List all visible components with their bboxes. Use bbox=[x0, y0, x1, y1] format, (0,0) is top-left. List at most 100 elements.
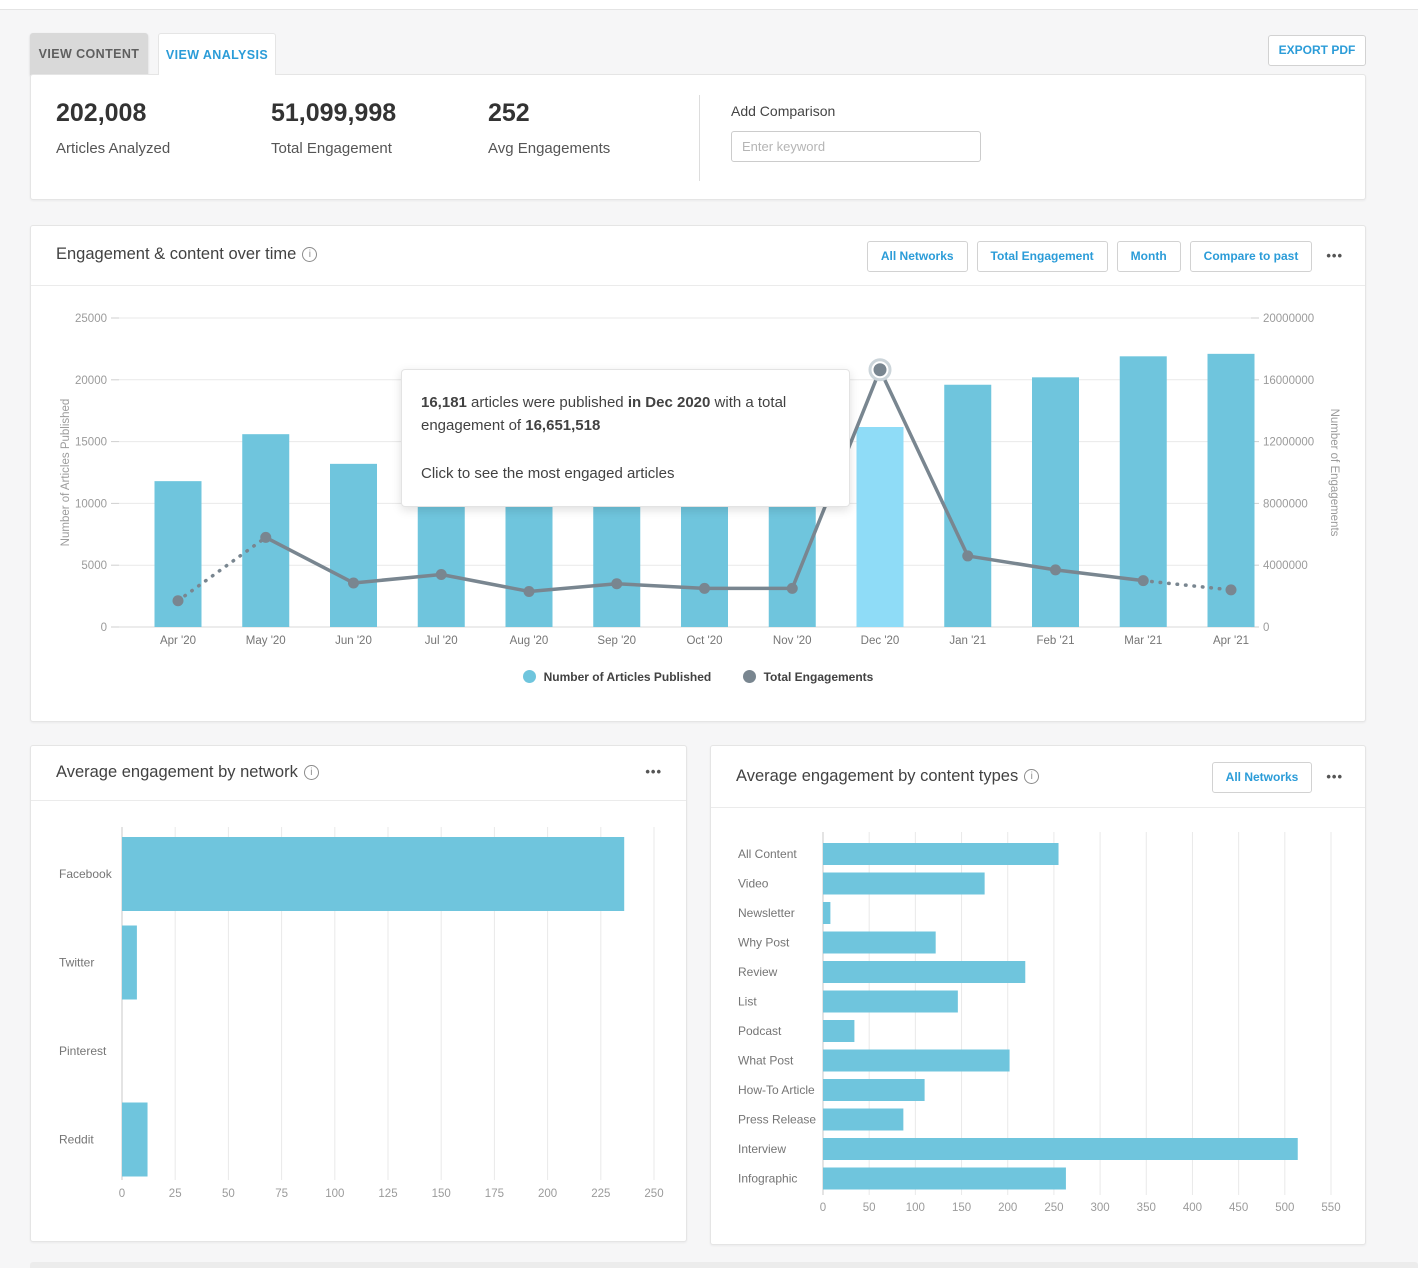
all-networks-button[interactable]: All Networks bbox=[1211, 762, 1313, 793]
articles-bar-12[interactable] bbox=[1207, 353, 1255, 627]
engagement-point-7[interactable] bbox=[786, 582, 798, 594]
info-icon[interactable]: i bbox=[302, 247, 318, 262]
stat-value: 202,008 bbox=[56, 99, 147, 127]
svg-text:Why Post: Why Post bbox=[738, 936, 790, 950]
average-engagement-by-content-types-bar-5[interactable] bbox=[823, 990, 958, 1013]
average-engagement-by-content-types-bar-11[interactable] bbox=[823, 1167, 1066, 1190]
engagement-point-6[interactable] bbox=[699, 582, 710, 594]
average-engagement-by-content-types-bar-0[interactable] bbox=[823, 843, 1059, 865]
average-engagement-by-content-types-bar-6[interactable] bbox=[823, 1020, 855, 1042]
articles-bar-8[interactable] bbox=[856, 427, 904, 627]
stat-label: Avg Engagements bbox=[488, 140, 611, 157]
svg-text:Sep '20: Sep '20 bbox=[597, 635, 636, 647]
svg-text:Apr '21: Apr '21 bbox=[1213, 635, 1249, 647]
comparison-keyword-input[interactable] bbox=[731, 131, 981, 162]
engagement-point-0[interactable] bbox=[172, 595, 184, 607]
stat-label: Articles Analyzed bbox=[56, 140, 171, 157]
top-divider bbox=[0, 0, 1418, 10]
engagement-point-3[interactable] bbox=[435, 568, 447, 580]
svg-text:All Content: All Content bbox=[738, 847, 797, 861]
compare-to-past-button[interactable]: Compare to past bbox=[1189, 241, 1313, 272]
svg-text:16000000: 16000000 bbox=[1263, 375, 1314, 387]
average-engagement-by-network-bar-1[interactable] bbox=[122, 925, 137, 1000]
svg-text:Jul '20: Jul '20 bbox=[425, 635, 458, 647]
articles-bar-2[interactable] bbox=[330, 463, 377, 627]
all-networks-button[interactable]: All Networks bbox=[866, 241, 968, 272]
stat-total-engagement: 51,099,998 Total Engagement bbox=[271, 99, 396, 157]
engagement-by-content-types-chart[interactable]: 0 50 100 150 200 250 300 350 400 450 500 550 All Con… bbox=[711, 808, 1367, 1233]
svg-text:How-To Article: How-To Article bbox=[738, 1083, 815, 1097]
chart-legend: Number of Articles Published Total Engag… bbox=[31, 670, 1365, 684]
articles-bar-10[interactable] bbox=[1032, 377, 1079, 627]
export-pdf-button[interactable]: EXPORT PDF bbox=[1268, 35, 1366, 66]
svg-text:75: 75 bbox=[275, 1188, 288, 1200]
average-engagement-by-content-types-bar-7[interactable] bbox=[823, 1049, 1010, 1072]
engagement-point-11[interactable] bbox=[1137, 575, 1149, 587]
articles-bar-1[interactable] bbox=[242, 434, 290, 627]
average-engagement-by-network-bar-0[interactable] bbox=[122, 837, 625, 911]
svg-text:200: 200 bbox=[998, 1202, 1017, 1214]
engagement-point-4[interactable] bbox=[523, 585, 535, 597]
tab-view-content[interactable]: VIEW CONTENT bbox=[30, 33, 148, 75]
engagement-by-network-chart[interactable]: 0 25 50 75 100 125 150 175 200 225 250 Facebook Twit… bbox=[31, 802, 688, 1222]
svg-text:10000: 10000 bbox=[75, 498, 107, 510]
svg-text:100: 100 bbox=[325, 1188, 344, 1200]
engagement-over-time-card: Engagement & content over time i All Netw… bbox=[30, 225, 1366, 722]
tab-view-analysis[interactable]: VIEW ANALYSIS bbox=[158, 33, 276, 75]
engagement-point-5[interactable] bbox=[611, 578, 623, 590]
engagement-point-12[interactable] bbox=[1225, 584, 1237, 596]
svg-text:Facebook: Facebook bbox=[59, 867, 113, 881]
average-engagement-by-content-types-bar-9[interactable] bbox=[823, 1108, 904, 1131]
average-engagement-by-network-bar-3[interactable] bbox=[122, 1102, 148, 1177]
more-options-icon[interactable]: ••• bbox=[1326, 248, 1343, 263]
average-engagement-by-content-types-bar-10[interactable] bbox=[823, 1138, 1298, 1160]
average-engagement-by-content-types-bar-1[interactable] bbox=[823, 872, 985, 895]
summary-stats-card: 202,008 Articles Analyzed 51,099,998 Tot… bbox=[30, 74, 1366, 200]
svg-text:100: 100 bbox=[906, 1202, 925, 1214]
engagement-point-9[interactable] bbox=[962, 550, 974, 562]
svg-text:Mar '21: Mar '21 bbox=[1124, 635, 1162, 647]
legend-total-engagements[interactable]: Total Engagements bbox=[742, 670, 873, 684]
svg-text:50: 50 bbox=[863, 1202, 876, 1214]
svg-text:Interview: Interview bbox=[738, 1142, 786, 1156]
svg-text:225: 225 bbox=[591, 1188, 610, 1200]
more-options-icon[interactable]: ••• bbox=[645, 764, 662, 779]
articles-bar-11[interactable] bbox=[1119, 356, 1167, 627]
average-engagement-by-content-types-bar-4[interactable] bbox=[823, 961, 1026, 983]
content-chart-title: Average engagement by content types i bbox=[736, 767, 1040, 786]
card-header: Engagement & content over time i All Netw… bbox=[31, 226, 1365, 286]
more-options-icon[interactable]: ••• bbox=[1326, 769, 1343, 784]
svg-text:5000: 5000 bbox=[81, 560, 107, 572]
svg-text:4000000: 4000000 bbox=[1263, 560, 1308, 572]
svg-text:0: 0 bbox=[820, 1202, 826, 1214]
svg-text:Feb '21: Feb '21 bbox=[1037, 635, 1075, 647]
engagement-by-network-card: Average engagement by network i ••• 0 25 50… bbox=[30, 745, 687, 1242]
svg-text:200: 200 bbox=[538, 1188, 557, 1200]
svg-text:175: 175 bbox=[485, 1188, 504, 1200]
svg-text:Oct '20: Oct '20 bbox=[686, 635, 722, 647]
svg-text:50: 50 bbox=[222, 1188, 235, 1200]
engagement-point-10[interactable] bbox=[1050, 564, 1061, 576]
stat-avg-engagements: 252 Avg Engagements bbox=[488, 99, 610, 157]
svg-text:0: 0 bbox=[101, 622, 107, 634]
engagement-over-time-chart[interactable]: 0 5000 10000 15000 20000 25000 0 4000000 8000000… bbox=[31, 286, 1367, 686]
svg-text:Jan '21: Jan '21 bbox=[949, 635, 986, 647]
legend-articles-published[interactable]: Number of Articles Published bbox=[522, 670, 711, 684]
svg-text:What Post: What Post bbox=[738, 1054, 794, 1068]
total-engagement-button[interactable]: Total Engagement bbox=[976, 241, 1108, 272]
engagement-point-1[interactable] bbox=[260, 531, 272, 543]
engagement-point-selected[interactable] bbox=[873, 363, 887, 377]
add-comparison-label: Add Comparison bbox=[731, 103, 836, 119]
svg-text:Reddit: Reddit bbox=[59, 1133, 94, 1147]
average-engagement-by-content-types-bar-8[interactable] bbox=[823, 1079, 925, 1101]
month-button[interactable]: Month bbox=[1116, 241, 1181, 272]
stat-value: 252 bbox=[488, 99, 530, 127]
engagement-chart-title: Engagement & content over time i bbox=[56, 245, 318, 264]
average-engagement-by-content-types-bar-3[interactable] bbox=[823, 931, 936, 954]
engagement-point-2[interactable] bbox=[348, 577, 359, 589]
average-engagement-by-content-types-bar-2[interactable] bbox=[823, 902, 831, 924]
chart-tooltip: 16,181 articles were published in Dec 20… bbox=[401, 369, 850, 507]
info-icon[interactable]: i bbox=[1024, 769, 1040, 784]
info-icon[interactable]: i bbox=[303, 765, 319, 780]
articles-bar-9[interactable] bbox=[944, 384, 992, 627]
